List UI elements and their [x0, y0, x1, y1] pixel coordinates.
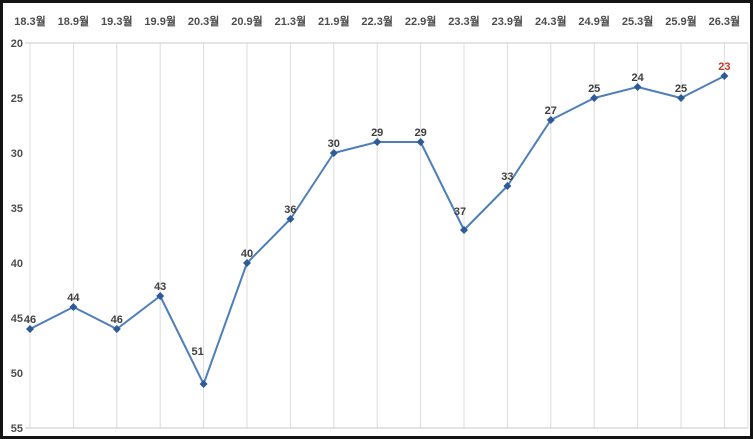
y-tick-label: 45 [11, 313, 23, 325]
data-point-label: 24 [631, 72, 644, 84]
y-tick-label: 40 [11, 258, 23, 270]
y-tick-label: 20 [11, 38, 23, 50]
x-tick-label: 21.3월 [275, 14, 307, 28]
data-point-marker [633, 83, 642, 91]
y-tick-label: 35 [11, 203, 23, 215]
data-point-marker [416, 138, 425, 146]
data-point-marker [26, 325, 34, 333]
data-point-label: 25 [588, 83, 600, 95]
x-tick-label: 25.9월 [665, 14, 697, 28]
x-tick-label: 19.3월 [101, 14, 133, 28]
y-tick-label: 55 [11, 423, 23, 435]
data-point-marker [460, 226, 468, 234]
x-tick-label: 22.9월 [405, 14, 437, 28]
data-point-label: 30 [328, 138, 340, 150]
data-point-label: 37 [454, 206, 466, 218]
x-tick-label: 21.9월 [318, 14, 350, 28]
data-point-marker [503, 182, 512, 190]
data-point-marker [720, 72, 729, 80]
x-tick-label: 25.3월 [622, 14, 654, 28]
data-point-label: 29 [414, 127, 426, 139]
x-tick-label: 19.9월 [144, 14, 176, 28]
data-point-label-highlight: 23 [718, 61, 730, 73]
data-point-marker [373, 138, 382, 146]
data-point-label: 43 [154, 281, 166, 293]
y-tick-label: 30 [11, 148, 23, 160]
data-point-label: 51 [191, 346, 203, 358]
x-tick-label: 20.3월 [188, 14, 220, 28]
data-point-marker [329, 149, 338, 157]
x-tick-label: 22.3월 [361, 14, 393, 28]
data-point-marker [243, 259, 251, 267]
data-point-label: 36 [284, 204, 296, 216]
x-tick-label: 26.3월 [709, 14, 741, 28]
data-point-label: 40 [241, 248, 253, 260]
y-tick-label: 25 [11, 93, 23, 105]
data-point-label: 25 [675, 83, 687, 95]
line-chart: 18.3월 18.9월 19.3월 19.9월 20.3월 20.9월 21.3월 21.9월… [11, 14, 749, 435]
data-point-label: 33 [501, 171, 513, 183]
data-point-marker [199, 380, 208, 388]
data-point-label: 44 [67, 292, 80, 304]
data-point-label: 46 [111, 314, 123, 326]
data-point-label: 46 [24, 314, 36, 326]
x-tick-label: 24.3월 [535, 14, 567, 28]
data-point-label: 27 [545, 105, 557, 117]
x-tick-label: 18.9월 [58, 14, 90, 28]
x-tick-label: 18.3월 [14, 14, 46, 28]
data-point-marker [286, 215, 295, 223]
data-point-marker [112, 325, 121, 333]
y-tick-label: 50 [11, 368, 23, 380]
x-tick-label: 24.9월 [578, 14, 610, 28]
data-point-marker [590, 94, 599, 102]
x-tick-label: 23.3월 [448, 14, 480, 28]
data-point-marker [69, 303, 78, 311]
x-tick-label: 23.9월 [492, 14, 524, 28]
data-point-marker [677, 94, 685, 102]
data-point-label: 29 [371, 127, 383, 139]
x-tick-label: 20.9월 [231, 14, 263, 28]
data-point-marker [546, 116, 555, 124]
data-point-marker [156, 292, 165, 300]
